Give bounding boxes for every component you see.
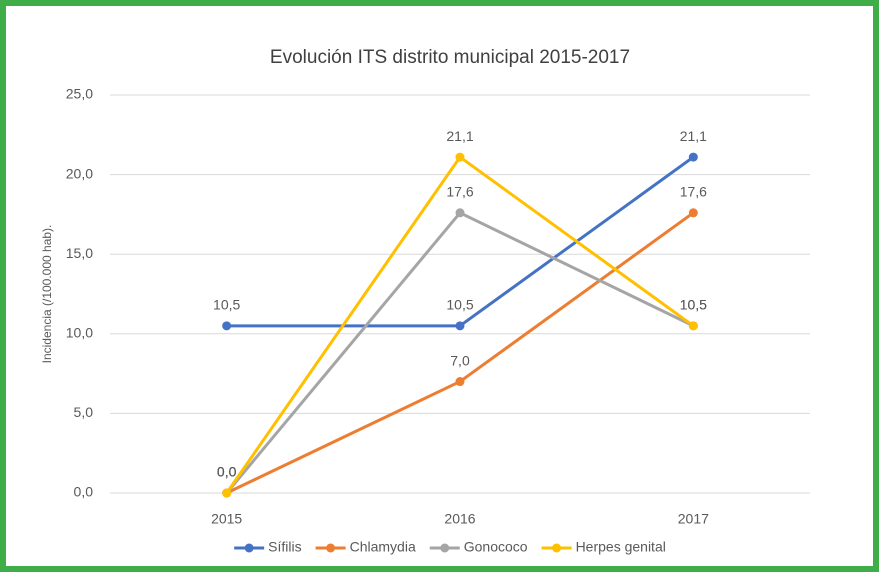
y-axis-label: Incidencia (/100.000 hab).: [40, 225, 54, 364]
data-label: 17,6: [680, 184, 707, 200]
data-point: [222, 321, 232, 331]
y-tick-label: 0,0: [74, 484, 94, 500]
legend-label: Chlamydia: [350, 539, 416, 555]
y-tick-label: 25,0: [66, 86, 93, 102]
data-label: 0,0: [217, 464, 237, 480]
x-tick-label: 2017: [678, 511, 709, 527]
legend-marker: [326, 543, 336, 553]
data-label: 0,0: [217, 464, 237, 480]
data-point: [455, 208, 465, 218]
x-tick-label: 2016: [444, 511, 475, 527]
data-label: 10,5: [213, 297, 240, 313]
chart-title: Evolución ITS distrito municipal 2015-20…: [270, 47, 630, 68]
data-label: 7,0: [450, 352, 470, 368]
y-tick-label: 15,0: [66, 245, 93, 261]
data-point: [455, 321, 465, 331]
data-point: [455, 152, 465, 162]
data-label: 10,5: [680, 297, 707, 313]
data-point: [688, 208, 698, 218]
data-label: 21,1: [446, 128, 473, 144]
y-tick-label: 10,0: [66, 325, 93, 341]
data-label: 10,5: [446, 297, 473, 313]
data-point: [222, 488, 232, 498]
data-label: 21,1: [680, 128, 707, 144]
y-tick-label: 5,0: [74, 404, 94, 420]
x-tick-label: 2015: [211, 511, 242, 527]
legend-label: Sífilis: [268, 539, 301, 555]
data-point: [688, 152, 698, 162]
legend-marker: [244, 543, 254, 553]
legend-marker: [440, 543, 450, 553]
legend-label: Herpes genital: [576, 539, 666, 555]
data-label: 10,5: [680, 297, 707, 313]
data-point: [455, 377, 465, 387]
data-point: [688, 321, 698, 331]
legend-marker: [552, 543, 562, 553]
data-label: 17,6: [446, 184, 473, 200]
y-tick-label: 20,0: [66, 165, 93, 181]
legend-label: Gonococo: [464, 539, 528, 555]
data-label: 0,0: [217, 464, 237, 480]
